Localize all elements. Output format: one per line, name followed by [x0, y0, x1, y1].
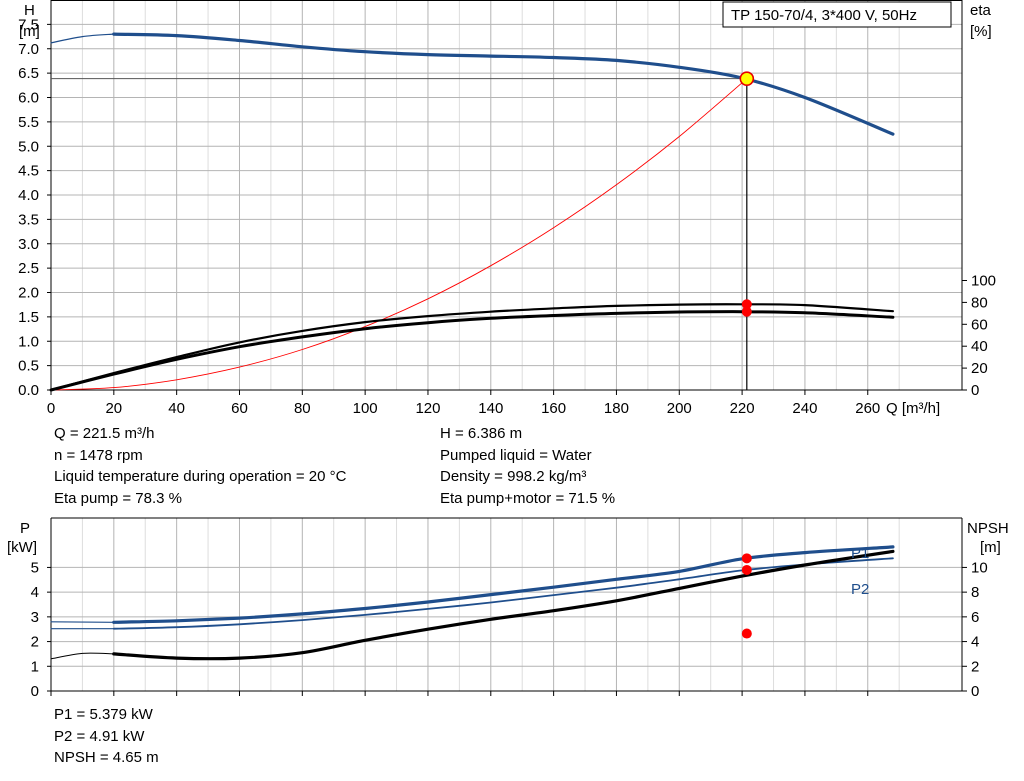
h-tick-label: 7.5 — [18, 16, 39, 33]
npsh-tick-label: 2 — [971, 658, 979, 675]
temperature-readout: Liquid temperature during operation = 20… — [54, 468, 347, 485]
x-tick-label: 160 — [541, 400, 566, 417]
npsh-curve — [112, 549, 895, 661]
bottom-chart-tick-labels: 0 1 2 3 4 5 0 2 4 6 8 10 — [31, 559, 988, 700]
density-readout: Density = 998.2 kg/m³ — [440, 468, 587, 485]
npsh-tick-label: 10 — [971, 559, 988, 576]
x-tick-label: 240 — [792, 400, 817, 417]
x-tick-label: 80 — [294, 400, 311, 417]
flow-readout: Q = 221.5 m³/h — [54, 425, 155, 442]
eta-tick-label: 40 — [971, 338, 988, 355]
eta-tick-label: 20 — [971, 360, 988, 377]
p1-readout: P1 = 5.379 kW — [54, 706, 153, 723]
duty-info-left: Q = 221.5 m³/h n = 1478 rpm Liquid tempe… — [54, 423, 346, 509]
npsh-curve-extension — [50, 652, 115, 660]
h-tick-label: 3.5 — [18, 211, 39, 228]
x-tick-label: 120 — [415, 400, 440, 417]
head-readout: H = 6.386 m — [440, 425, 523, 442]
npsh-readout: NPSH = 4.65 m — [54, 749, 159, 766]
p2-curve-label: P2 — [851, 581, 869, 598]
system-curve — [50, 78, 748, 391]
p-tick-label: 1 — [31, 658, 39, 675]
x-tick-label: 220 — [730, 400, 755, 417]
eta-pump-duty-marker — [741, 299, 752, 310]
top-chart-grid — [50, 0, 962, 390]
x-axis-label: Q [m³/h] — [886, 400, 940, 417]
h-tick-label: 0.5 — [18, 358, 39, 375]
p1-curve — [112, 545, 895, 624]
duty-info-right: H = 6.386 m Pumped liquid = Water Densit… — [440, 423, 615, 509]
x-tick-label: 140 — [478, 400, 503, 417]
npsh-tick-label: 8 — [971, 584, 979, 601]
p-tick-label: 4 — [31, 584, 39, 601]
bottom-chart-frame — [47, 517, 967, 696]
h-tick-label: 2.5 — [18, 260, 39, 277]
eta-tick-label: 80 — [971, 294, 988, 311]
p-tick-label: 2 — [31, 634, 39, 651]
eta-axis-label: eta — [970, 2, 992, 19]
p2-readout: P2 = 4.91 kW — [54, 727, 145, 745]
top-chart-tick-labels: 0 20 40 60 80 100 120 140 160 180 200 220 240 2600.00… — [18, 16, 996, 417]
h-tick-label: 4.5 — [18, 163, 39, 180]
x-tick-label: 0 — [47, 400, 55, 417]
p-axis-label: P — [20, 520, 30, 537]
duty-point-marker — [739, 71, 755, 86]
h-tick-label: 6.0 — [18, 90, 39, 107]
h-axis-unit: [m] — [19, 23, 40, 40]
h-curve-extension — [50, 33, 115, 44]
h-tick-label: 6.5 — [18, 65, 39, 82]
h-tick-label: 4.0 — [18, 187, 39, 204]
h-tick-label: 5.5 — [18, 114, 39, 131]
eta-tick-label: 100 — [971, 273, 996, 290]
p-axis-unit: [kW] — [7, 539, 37, 556]
p-tick-label: 0 — [31, 683, 39, 700]
p-tick-label: 5 — [31, 559, 39, 576]
eta-tick-label: 0 — [971, 382, 979, 399]
x-tick-label: 20 — [105, 400, 122, 417]
eta-total-duty-marker — [741, 306, 752, 317]
top-chart-frame — [47, 0, 967, 395]
x-tick-label: 100 — [353, 400, 378, 417]
chart-title: TP 150-70/4, 3*400 V, 50Hz — [731, 7, 917, 24]
eta-total-curve — [49, 310, 895, 392]
npsh-tick-label: 4 — [971, 634, 979, 651]
eta-pump-readout: Eta pump = 78.3 % — [54, 489, 182, 507]
npsh-axis-unit: [m] — [980, 539, 1001, 556]
h-tick-label: 7.0 — [18, 41, 39, 58]
h-axis-label: H — [24, 2, 35, 19]
npsh-tick-label: 0 — [971, 683, 979, 700]
npsh-axis-label: NPSH — [967, 520, 1009, 537]
speed-readout: n = 1478 rpm — [54, 446, 143, 464]
x-tick-label: 260 — [855, 400, 880, 417]
eta-axis-unit: [%] — [970, 23, 992, 40]
x-tick-label: 200 — [667, 400, 692, 417]
npsh-duty-marker — [741, 628, 752, 639]
liquid-readout: Pumped liquid = Water — [440, 446, 592, 464]
h-tick-label: 5.0 — [18, 138, 39, 155]
eta-total-readout: Eta pump+motor = 71.5 % — [440, 489, 616, 507]
p2-duty-marker — [741, 564, 752, 575]
npsh-tick-label: 6 — [971, 609, 979, 626]
h-tick-label: 2.0 — [18, 285, 39, 302]
p1-duty-marker — [741, 553, 752, 564]
chart-title-box — [722, 1, 952, 28]
p-tick-label: 3 — [31, 609, 39, 626]
x-tick-label: 180 — [604, 400, 629, 417]
bottom-chart-curves — [50, 545, 895, 661]
h-tick-label: 1.0 — [18, 333, 39, 350]
p1-curve-label: P1 — [851, 545, 869, 562]
h-tick-label: 1.5 — [18, 309, 39, 326]
x-tick-label: 40 — [168, 400, 185, 417]
p1-curve-extension — [50, 621, 115, 623]
bottom-chart-grid — [50, 518, 962, 691]
top-chart-curves — [49, 32, 895, 392]
h-tick-label: 3.0 — [18, 236, 39, 253]
x-tick-label: 60 — [231, 400, 248, 417]
eta-tick-label: 60 — [971, 316, 988, 333]
h-tick-label: 0.0 — [18, 382, 39, 399]
power-info: P1 = 5.379 kW P2 = 4.91 kW NPSH = 4.65 m — [54, 704, 159, 769]
